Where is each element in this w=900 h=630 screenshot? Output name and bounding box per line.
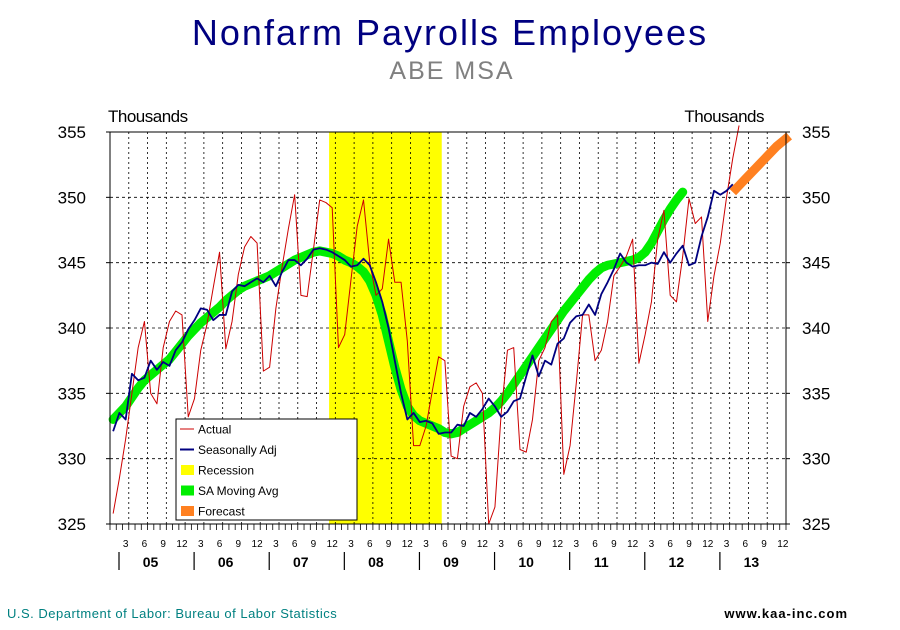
x-month-label: 3 xyxy=(498,539,504,550)
x-month-label: 9 xyxy=(236,539,242,550)
x-month-label: 9 xyxy=(611,539,617,550)
legend-label: Recession xyxy=(198,464,254,478)
x-year-label: 06 xyxy=(218,554,234,570)
y-tick-label-right: 350 xyxy=(802,188,830,207)
x-year-label: 05 xyxy=(143,554,159,570)
legend: Actual Seasonally Adj Recession SA Moving A… xyxy=(175,418,358,521)
y-tick-label-left: 355 xyxy=(58,123,86,142)
y-axis-layer: 325 325 330 330 335 335 340 340 345 345 350 350 355 3… xyxy=(58,123,831,534)
x-month-label: 9 xyxy=(461,539,467,550)
y-tick-label-left: 325 xyxy=(58,515,86,534)
x-year-label: 09 xyxy=(443,554,459,570)
series-line-forecast xyxy=(729,132,793,196)
x-month-label: 3 xyxy=(348,539,354,550)
y-tick-label-right: 335 xyxy=(802,384,830,403)
x-month-label: 12 xyxy=(327,539,339,550)
y-tick-label-right: 340 xyxy=(802,319,830,338)
x-month-label: 3 xyxy=(198,539,204,550)
x-month-label: 6 xyxy=(292,539,298,550)
legend-label: Actual xyxy=(198,423,231,437)
y-tick-label-left: 330 xyxy=(58,450,86,469)
x-month-label: 3 xyxy=(574,539,580,550)
x-year-label: 07 xyxy=(293,554,309,570)
y-tick-label-left: 345 xyxy=(58,254,86,273)
x-month-label: 12 xyxy=(702,539,714,550)
y-tick-label-right: 325 xyxy=(802,515,830,534)
x-month-label: 3 xyxy=(273,539,279,550)
series-line-actual xyxy=(112,125,740,525)
x-month-label: 9 xyxy=(160,539,166,550)
y-tick-label-left: 350 xyxy=(58,188,86,207)
legend-label: Forecast xyxy=(198,505,245,519)
legend-box xyxy=(175,418,358,521)
x-month-label: 3 xyxy=(123,539,129,550)
x-month-label: 12 xyxy=(402,539,414,550)
x-month-label: 6 xyxy=(217,539,223,550)
x-year-label: 11 xyxy=(594,554,609,570)
legend-label: Seasonally Adj xyxy=(198,443,277,457)
x-year-label: 12 xyxy=(669,554,685,570)
chart-title: Nonfarm Payrolls Employees xyxy=(192,12,708,53)
y-tick-label-right: 330 xyxy=(802,450,830,469)
x-month-label: 6 xyxy=(667,539,673,550)
x-month-label: 12 xyxy=(252,539,264,550)
x-month-label: 12 xyxy=(176,539,188,550)
x-year-label: 08 xyxy=(368,554,384,570)
x-month-label: 6 xyxy=(743,539,749,550)
x-month-label: 12 xyxy=(552,539,564,550)
x-month-label: 6 xyxy=(367,539,373,550)
x-month-label: 6 xyxy=(442,539,448,550)
x-month-label: 9 xyxy=(686,539,692,550)
legend-swatch xyxy=(181,506,194,516)
x-month-label: 9 xyxy=(386,539,392,550)
x-month-label: 3 xyxy=(724,539,730,550)
y-tick-label-left: 335 xyxy=(58,384,86,403)
x-month-label: 12 xyxy=(777,539,789,550)
x-month-label: 3 xyxy=(649,539,655,550)
y-axis-unit-left: Thousands xyxy=(108,107,188,126)
x-month-label: 6 xyxy=(142,539,148,550)
chart-subtitle: ABE MSA xyxy=(389,57,514,85)
x-month-label: 9 xyxy=(536,539,542,550)
x-month-label: 3 xyxy=(423,539,429,550)
x-year-label: 13 xyxy=(744,554,760,570)
series-layer xyxy=(108,125,793,525)
x-year-label: 10 xyxy=(518,554,534,570)
legend-swatch xyxy=(181,465,194,475)
y-axis-unit-right: Thousands xyxy=(684,107,764,126)
x-month-label: 6 xyxy=(592,539,598,550)
x-month-label: 12 xyxy=(627,539,639,550)
x-month-label: 6 xyxy=(517,539,523,550)
y-tick-label-left: 340 xyxy=(58,319,86,338)
legend-label: SA Moving Avg xyxy=(198,484,279,498)
legend-swatch xyxy=(181,485,194,496)
x-month-label: 12 xyxy=(477,539,489,550)
series-line-seasonally-adj xyxy=(112,183,734,435)
website-footer: www.kaa-inc.com xyxy=(723,606,848,621)
x-month-label: 9 xyxy=(761,539,767,550)
y-tick-label-right: 345 xyxy=(802,254,830,273)
source-footer: U.S. Department of Labor: Bureau of Labo… xyxy=(7,606,337,621)
x-month-label: 9 xyxy=(311,539,317,550)
y-tick-label-right: 355 xyxy=(802,123,830,142)
